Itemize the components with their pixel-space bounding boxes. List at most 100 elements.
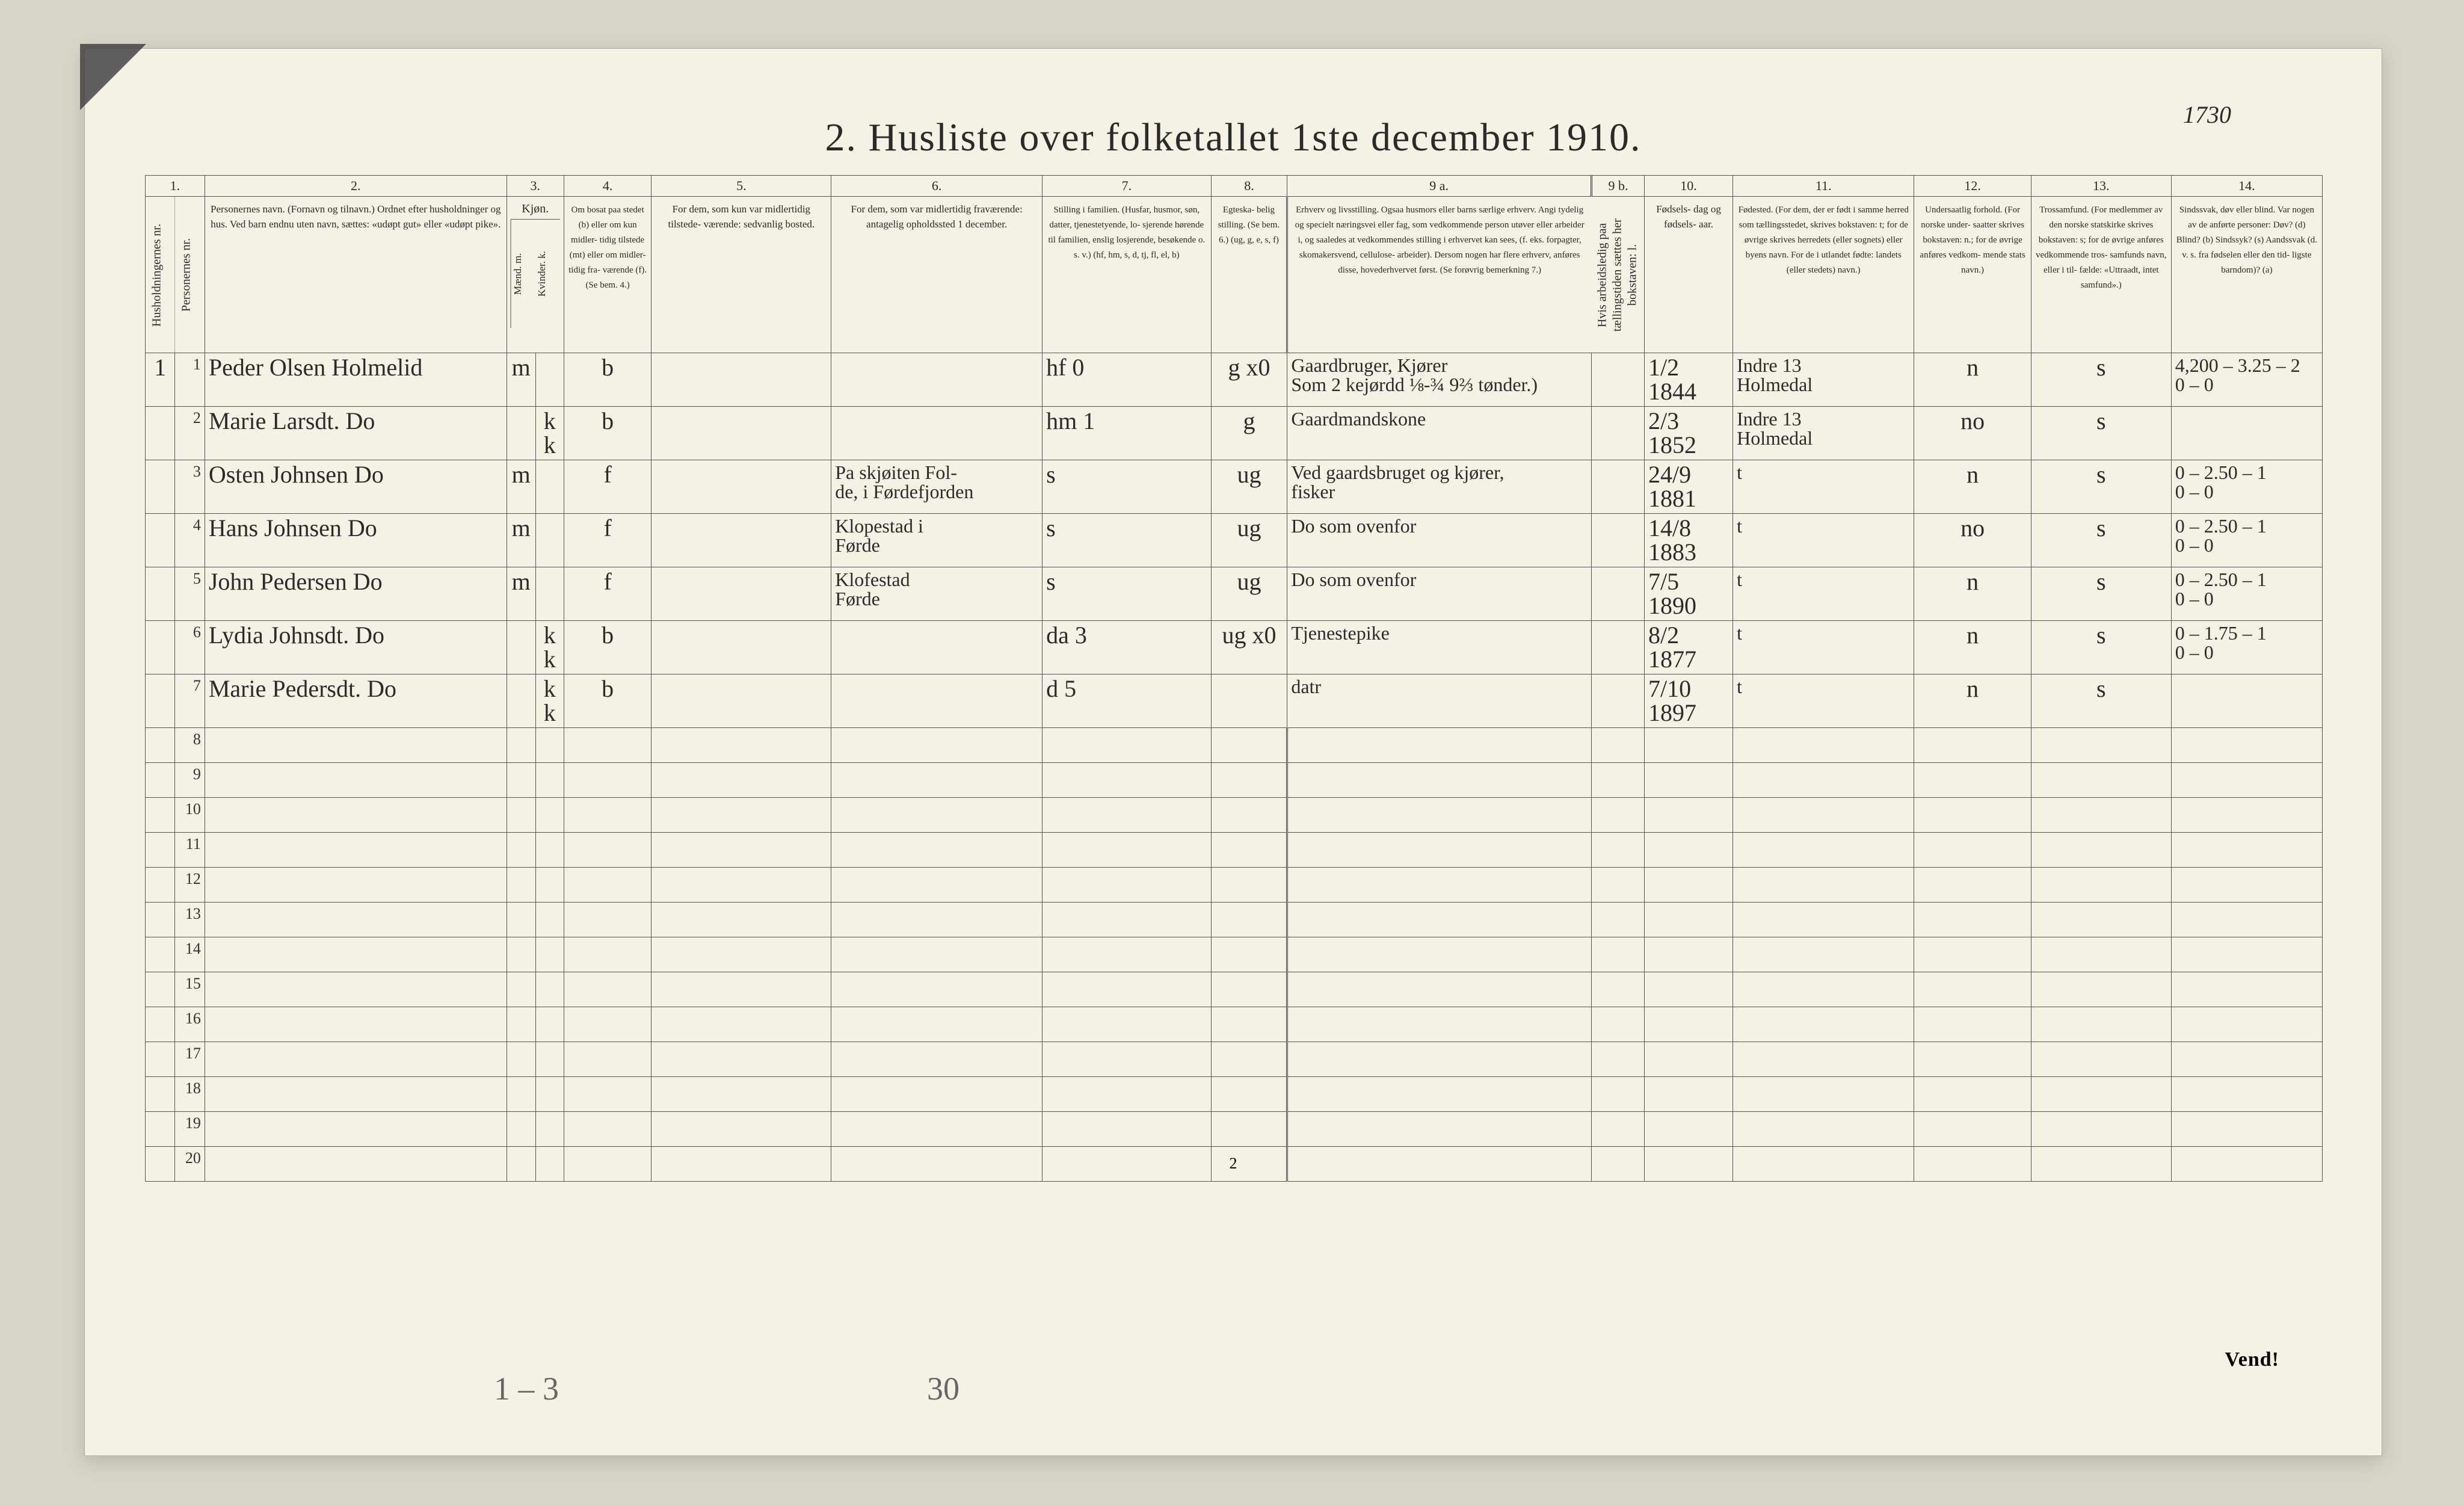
cell-c13: s — [2031, 514, 2171, 567]
header-husholdning-nr: Husholdningernes nr. — [146, 197, 175, 353]
header-stilling-familie-text: Stilling i familien. (Husfar, husmor, sø… — [1048, 205, 1205, 260]
header-fodested-text: Fødested. (For dem, der er født i samme … — [1739, 205, 1909, 275]
cell-empty — [831, 903, 1043, 937]
cell-k — [535, 567, 564, 621]
header-midl-tilstede: For dem, som kun var midlertidig tilsted… — [651, 197, 831, 353]
cell-c9b — [1591, 621, 1644, 674]
table-row-empty: 12 — [146, 868, 2323, 903]
foot-annotation-mid: 30 — [927, 1370, 959, 1407]
cell-empty — [2171, 937, 2322, 972]
cell-empty — [1733, 833, 1914, 868]
cell-empty — [2031, 937, 2171, 972]
cell-empty — [2031, 798, 2171, 833]
cell-c5 — [651, 460, 831, 514]
cell-empty: 9 — [175, 763, 205, 798]
cell-c14: 0 – 2.50 – 1 0 – 0 — [2171, 514, 2322, 567]
column-number: 1. — [146, 176, 205, 197]
cell-c9a: Gaardmandskone — [1287, 407, 1592, 460]
cell-empty — [205, 833, 507, 868]
cell-empty — [1287, 833, 1592, 868]
cell-empty — [2031, 1147, 2171, 1182]
cell-c5 — [651, 621, 831, 674]
table-row-empty: 8 — [146, 728, 2323, 763]
cell-empty — [1591, 868, 1644, 903]
cell-empty — [564, 937, 651, 972]
cell-empty — [651, 728, 831, 763]
header-navn: Personernes navn. (Fornavn og tilnavn.) … — [205, 197, 507, 353]
cell-empty — [651, 763, 831, 798]
cell-c7: da 3 — [1043, 621, 1211, 674]
column-number-row: 1.2.3.4.5.6.7.8.9 a.9 b.10.11.12.13.14. — [146, 176, 2323, 197]
cell-empty — [2031, 868, 2171, 903]
cell-empty — [535, 972, 564, 1007]
cell-empty — [1043, 937, 1211, 972]
cell-empty: 10 — [175, 798, 205, 833]
cell-empty: 17 — [175, 1042, 205, 1077]
cell-k — [535, 514, 564, 567]
cell-empty — [507, 972, 535, 1007]
header-egteskab: Egteska- belig stilling. (Se bem. 6.) (u… — [1211, 197, 1287, 353]
cell-c6 — [831, 621, 1043, 674]
cell-empty — [2031, 903, 2171, 937]
table-row-empty: 16 — [146, 1007, 2323, 1042]
table-row: 11Peder Olsen Holmelidmbhf 0g x0Gaardbru… — [146, 353, 2323, 407]
cell-empty — [1644, 972, 1732, 1007]
page-title: 2. Husliste over folketallet 1ste decemb… — [85, 115, 2382, 161]
cell-empty — [507, 937, 535, 972]
cell-empty — [507, 1042, 535, 1077]
cell-empty — [2171, 1147, 2322, 1182]
cell-empty — [1287, 1077, 1592, 1112]
cell-empty — [1287, 1007, 1592, 1042]
cell-c6: Klofestad Førde — [831, 567, 1043, 621]
cell-empty — [1914, 1147, 2031, 1182]
vend-label: Vend! — [2225, 1348, 2279, 1371]
cell-m: m — [507, 460, 535, 514]
cell-empty — [205, 1077, 507, 1112]
cell-c9a: Ved gaardsbruget og kjører, fisker — [1287, 460, 1592, 514]
cell-empty — [1591, 728, 1644, 763]
cell-empty — [205, 1112, 507, 1147]
cell-m — [507, 407, 535, 460]
cell-pn: 7 — [175, 674, 205, 728]
cell-empty — [507, 798, 535, 833]
cell-c14 — [2171, 674, 2322, 728]
cell-empty — [535, 833, 564, 868]
table-row-empty: 18 — [146, 1077, 2323, 1112]
column-number: 9 b. — [1591, 176, 1644, 197]
cell-empty — [1043, 728, 1211, 763]
cell-empty — [1043, 972, 1211, 1007]
table-row-empty: 13 — [146, 903, 2323, 937]
cell-empty — [1733, 868, 1914, 903]
cell-c6 — [831, 407, 1043, 460]
cell-empty — [1914, 798, 2031, 833]
cell-empty — [507, 1147, 535, 1182]
cell-c11: Indre 13 Holmedal — [1733, 407, 1914, 460]
cell-pn: 1 — [175, 353, 205, 407]
cell-c11: t — [1733, 567, 1914, 621]
cell-empty — [1591, 1077, 1644, 1112]
cell-empty — [651, 1112, 831, 1147]
cell-bf: b — [564, 353, 651, 407]
cell-empty — [1287, 1042, 1592, 1077]
cell-c10: 2/3 1852 — [1644, 407, 1732, 460]
cell-empty — [205, 937, 507, 972]
cell-c12: n — [1914, 674, 2031, 728]
cell-c8: g — [1211, 407, 1287, 460]
cell-empty — [831, 1007, 1043, 1042]
table-row: 6Lydia Johnsdt. Dok kbda 3ug x0Tjenestep… — [146, 621, 2323, 674]
cell-empty — [205, 972, 507, 1007]
cell-empty — [1591, 1112, 1644, 1147]
cell-m: m — [507, 514, 535, 567]
cell-empty — [1914, 1042, 2031, 1077]
cell-empty — [1591, 1007, 1644, 1042]
cell-pn: 6 — [175, 621, 205, 674]
cell-c14: 0 – 1.75 – 1 0 – 0 — [2171, 621, 2322, 674]
cell-c11: t — [1733, 460, 1914, 514]
header-kjon-title: Kjøn. — [511, 202, 560, 217]
cell-bf: b — [564, 621, 651, 674]
cell-empty — [1644, 763, 1732, 798]
cell-c9a: Gaardbruger, Kjører Som 2 kejørdd ⅛-¾ 9⅔… — [1287, 353, 1592, 407]
cell-empty — [1914, 833, 2031, 868]
header-kjon: Kjøn. Mænd. m. Kvinder. k. — [507, 197, 564, 353]
cell-c10: 14/8 1883 — [1644, 514, 1732, 567]
